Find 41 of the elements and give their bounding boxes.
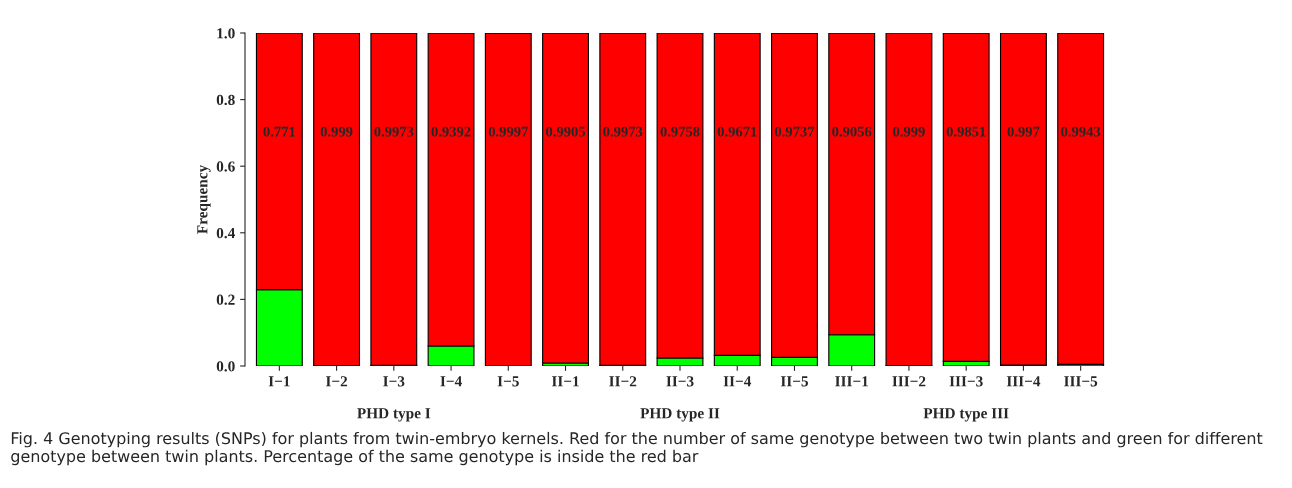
y-tick-label: 1.0 <box>217 28 235 39</box>
data-label: 0.9851 <box>946 126 986 137</box>
y-tick-label: 0.2 <box>216 294 235 305</box>
x-tick-label: II−3 <box>666 376 694 387</box>
x-tick-label: II−4 <box>723 376 752 387</box>
x-tick-label: I−1 <box>268 376 290 387</box>
x-tick-label: II−2 <box>609 376 637 387</box>
text: PHD type III <box>923 408 1009 422</box>
data-label: 0.9737 <box>774 126 815 137</box>
data-label: 0.9392 <box>431 126 471 137</box>
data-label: 0.9056 <box>832 126 872 137</box>
y-tick-label: 0.0 <box>216 361 235 372</box>
x-tick-label: III−4 <box>1006 376 1041 387</box>
x-tick-label: II−5 <box>780 376 809 387</box>
text: PHD type II <box>640 408 720 422</box>
x-tick-label: II−1 <box>551 376 579 387</box>
data-label: 0.9758 <box>660 126 700 137</box>
data-label: 0.997 <box>1007 126 1040 137</box>
x-tick-label: III−2 <box>892 376 926 387</box>
data-label: 0.9905 <box>546 126 586 137</box>
data-label: 0.999 <box>893 126 925 137</box>
y-axis-title: Frequency <box>197 164 211 234</box>
data-label: 0.999 <box>320 126 353 137</box>
x-tick-label: III−1 <box>835 376 869 387</box>
data-label: 0.9671 <box>717 126 757 137</box>
data-label: 0.771 <box>263 126 295 137</box>
y-tick-label: 0.6 <box>216 161 235 172</box>
caption: Fig. 4 Genotyping results (SNPs) for plants from twin-embryo kernels. Red for the number of same genotype between two twin plants and green for different genotype between twin plants. Percentage of the same genotype is inside the red bar <box>11 431 1263 466</box>
data-label: 0.9997 <box>488 126 528 137</box>
y-tick-label: 0.4 <box>216 227 235 239</box>
x-tick-label: I−5 <box>497 376 519 387</box>
data-label: 0.9973 <box>374 126 414 137</box>
text: PHD type I <box>357 408 431 422</box>
x-tick-label: I−4 <box>440 376 462 387</box>
x-tick-label: I−2 <box>325 376 348 387</box>
x-tick-label: III−5 <box>1064 376 1098 387</box>
x-tick-label: III−3 <box>949 376 983 387</box>
x-tick-label: I−3 <box>383 376 405 387</box>
data-label: 0.9973 <box>603 126 643 137</box>
data-label: 0.9943 <box>1061 126 1101 137</box>
y-tick-label: 0.8 <box>216 94 235 106</box>
